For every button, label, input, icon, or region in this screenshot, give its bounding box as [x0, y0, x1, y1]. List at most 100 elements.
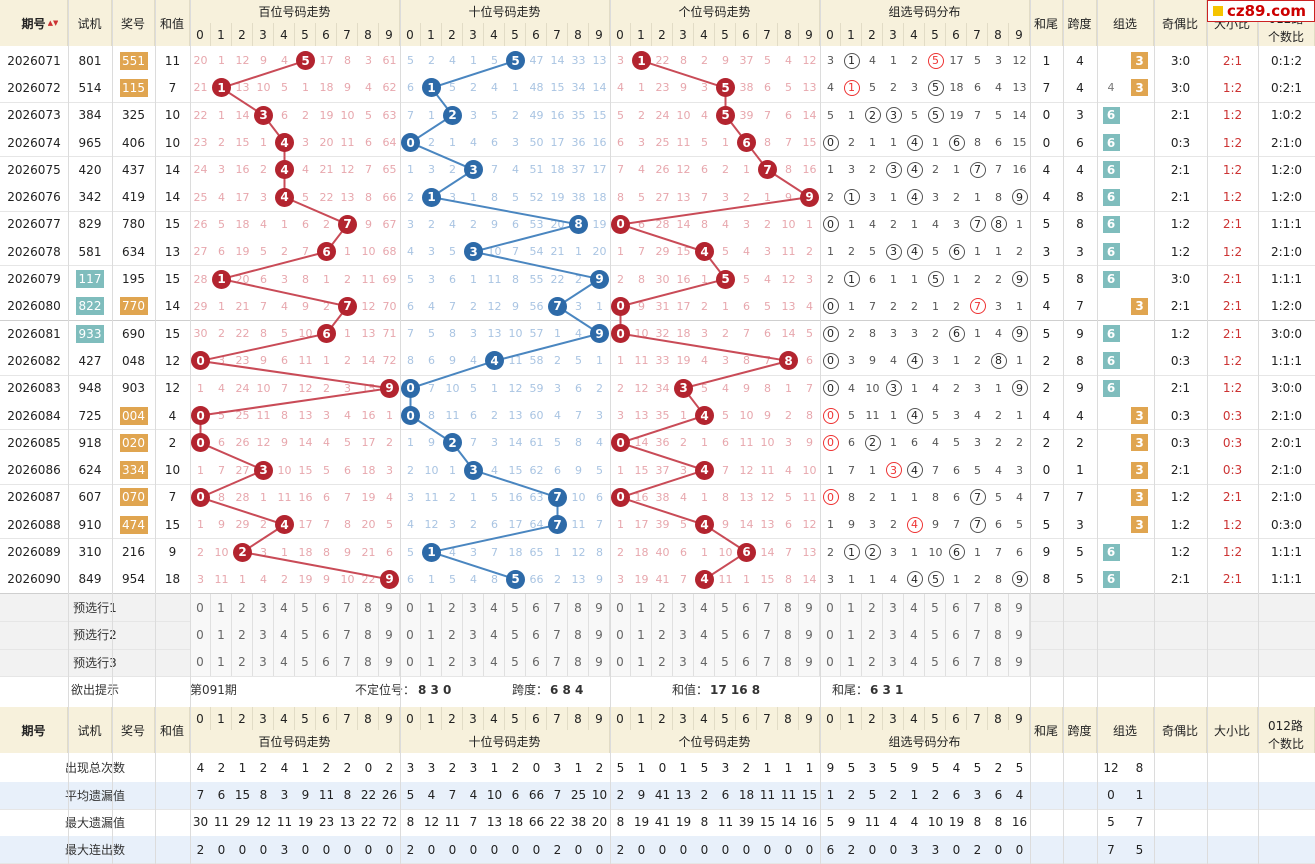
preselect-digit[interactable]: 4 — [484, 594, 505, 622]
preselect-digit[interactable]: 1 — [631, 621, 652, 649]
preselect-digit[interactable]: 0 — [190, 621, 211, 649]
preselect-digit[interactable]: 6 — [946, 594, 967, 622]
preselect-digit[interactable]: 1 — [631, 594, 652, 622]
preselect-digit[interactable]: 7 — [547, 594, 568, 622]
preselect-digit[interactable]: 1 — [841, 621, 862, 649]
preselect-digit[interactable]: 2 — [442, 594, 463, 622]
preselect-digit[interactable]: 2 — [652, 648, 673, 676]
preselect-digit[interactable]: 2 — [442, 621, 463, 649]
preselect-digit[interactable]: 8 — [358, 648, 379, 676]
preselect-digit[interactable]: 3 — [253, 621, 274, 649]
preselect-digit[interactable]: 0 — [610, 621, 631, 649]
preselect-digit[interactable]: 0 — [400, 621, 421, 649]
preselect-digit[interactable]: 1 — [421, 594, 442, 622]
preselect-digit[interactable]: 9 — [589, 621, 610, 649]
preselect-digit[interactable]: 6 — [316, 648, 337, 676]
preselect-digit[interactable]: 4 — [484, 621, 505, 649]
preselect-digit[interactable]: 7 — [337, 621, 358, 649]
preselect-digit[interactable]: 9 — [379, 594, 400, 622]
preselect-digit[interactable]: 1 — [211, 648, 232, 676]
preselect-digit[interactable]: 8 — [568, 648, 589, 676]
preselect-digit[interactable]: 9 — [799, 648, 820, 676]
preselect-digit[interactable]: 0 — [190, 594, 211, 622]
preselect-digit[interactable]: 9 — [379, 648, 400, 676]
preselect-digit[interactable]: 0 — [820, 621, 841, 649]
preselect-digit[interactable]: 7 — [337, 648, 358, 676]
preselect-digit[interactable]: 8 — [988, 648, 1009, 676]
preselect-digit[interactable]: 8 — [778, 621, 799, 649]
preselect-digit[interactable]: 8 — [778, 648, 799, 676]
preselect-digit[interactable]: 4 — [904, 594, 925, 622]
preselect-digit[interactable]: 9 — [799, 621, 820, 649]
preselect-digit[interactable]: 3 — [883, 648, 904, 676]
preselect-digit[interactable]: 4 — [484, 648, 505, 676]
preselect-digit[interactable]: 3 — [253, 648, 274, 676]
preselect-digit[interactable]: 2 — [442, 648, 463, 676]
preselect-digit[interactable]: 3 — [883, 594, 904, 622]
preselect-digit[interactable]: 7 — [967, 594, 988, 622]
preselect-digit[interactable]: 4 — [274, 648, 295, 676]
header-period[interactable]: 期号 — [0, 0, 68, 46]
preselect-digit[interactable]: 8 — [988, 594, 1009, 622]
preselect-digit[interactable]: 9 — [1009, 648, 1030, 676]
preselect-digit[interactable]: 6 — [316, 621, 337, 649]
preselect-digit[interactable]: 2 — [232, 648, 253, 676]
preselect-digit[interactable]: 8 — [568, 594, 589, 622]
preselect-digit[interactable]: 6 — [736, 594, 757, 622]
preselect-digit[interactable]: 6 — [316, 594, 337, 622]
preselect-digit[interactable]: 0 — [400, 594, 421, 622]
preselect-digit[interactable]: 0 — [820, 648, 841, 676]
preselect-digit[interactable]: 6 — [946, 648, 967, 676]
preselect-digit[interactable]: 6 — [526, 594, 547, 622]
preselect-digit[interactable]: 8 — [778, 594, 799, 622]
preselect-digit[interactable]: 4 — [274, 621, 295, 649]
preselect-digit[interactable]: 5 — [505, 621, 526, 649]
preselect-digit[interactable]: 9 — [799, 594, 820, 622]
preselect-digit[interactable]: 6 — [946, 621, 967, 649]
preselect-digit[interactable]: 7 — [547, 648, 568, 676]
preselect-digit[interactable]: 0 — [610, 594, 631, 622]
preselect-digit[interactable]: 8 — [988, 621, 1009, 649]
preselect-digit[interactable]: 3 — [253, 594, 274, 622]
preselect-digit[interactable]: 5 — [925, 648, 946, 676]
preselect-digit[interactable]: 3 — [673, 648, 694, 676]
preselect-digit[interactable]: 2 — [862, 648, 883, 676]
preselect-digit[interactable]: 6 — [526, 648, 547, 676]
preselect-digit[interactable]: 4 — [904, 621, 925, 649]
site-logo[interactable]: cz89.com — [1207, 0, 1315, 22]
preselect-digit[interactable]: 5 — [925, 594, 946, 622]
preselect-digit[interactable]: 3 — [673, 621, 694, 649]
preselect-digit[interactable]: 9 — [379, 621, 400, 649]
preselect-digit[interactable]: 3 — [463, 594, 484, 622]
preselect-digit[interactable]: 0 — [820, 594, 841, 622]
preselect-digit[interactable]: 9 — [1009, 594, 1030, 622]
preselect-digit[interactable]: 5 — [715, 621, 736, 649]
preselect-digit[interactable]: 7 — [757, 594, 778, 622]
preselect-digit[interactable]: 8 — [358, 594, 379, 622]
preselect-digit[interactable]: 3 — [883, 621, 904, 649]
preselect-digit[interactable]: 9 — [589, 594, 610, 622]
preselect-digit[interactable]: 5 — [925, 621, 946, 649]
preselect-digit[interactable]: 6 — [736, 621, 757, 649]
preselect-digit[interactable]: 2 — [652, 621, 673, 649]
preselect-digit[interactable]: 0 — [190, 648, 211, 676]
preselect-digit[interactable]: 5 — [295, 621, 316, 649]
preselect-digit[interactable]: 1 — [421, 648, 442, 676]
preselect-digit[interactable]: 1 — [211, 621, 232, 649]
preselect-digit[interactable]: 2 — [862, 621, 883, 649]
preselect-digit[interactable]: 3 — [463, 621, 484, 649]
preselect-digit[interactable]: 5 — [715, 594, 736, 622]
preselect-digit[interactable]: 4 — [694, 621, 715, 649]
preselect-digit[interactable]: 5 — [505, 594, 526, 622]
preselect-digit[interactable]: 5 — [295, 648, 316, 676]
preselect-digit[interactable]: 0 — [610, 648, 631, 676]
preselect-digit[interactable]: 7 — [967, 648, 988, 676]
preselect-digit[interactable]: 4 — [274, 594, 295, 622]
preselect-digit[interactable]: 1 — [841, 648, 862, 676]
preselect-digit[interactable]: 5 — [715, 648, 736, 676]
preselect-digit[interactable]: 3 — [463, 648, 484, 676]
preselect-digit[interactable]: 7 — [757, 621, 778, 649]
preselect-digit[interactable]: 3 — [673, 594, 694, 622]
preselect-digit[interactable]: 8 — [568, 621, 589, 649]
preselect-digit[interactable]: 7 — [757, 648, 778, 676]
